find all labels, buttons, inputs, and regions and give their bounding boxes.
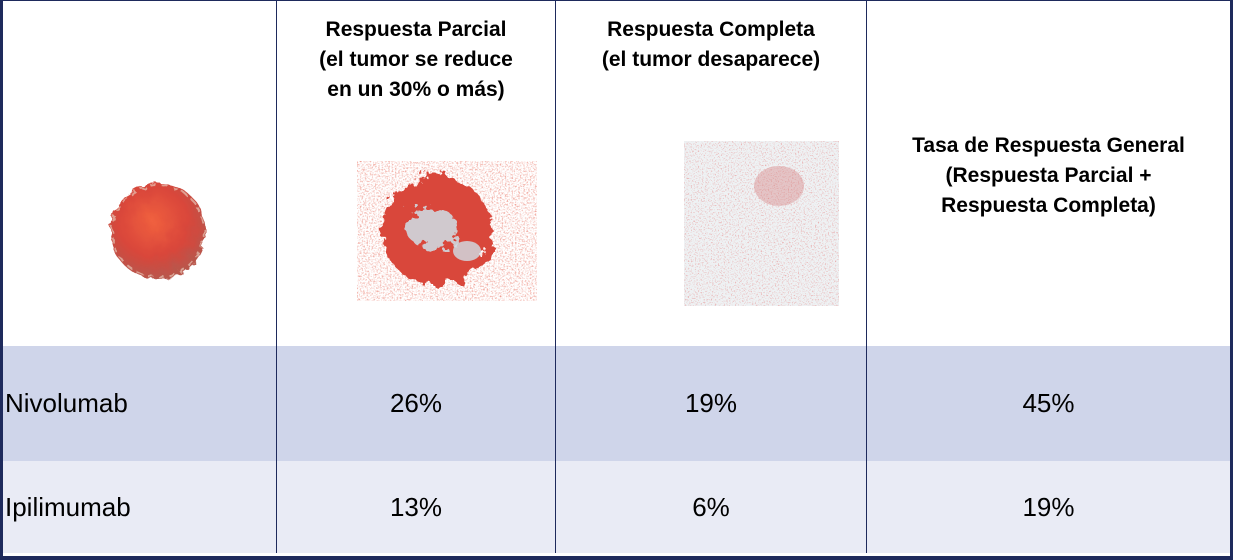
header-cell: Respuesta Completa (el tumor desaparece) — [556, 1, 867, 346]
response-table: Respuesta Parcial (el tumor se reduce en… — [0, 0, 1233, 560]
drug-name: Nivolumab — [3, 346, 277, 461]
value-cell: 19% — [556, 346, 867, 461]
header-line: Respuesta Completa — [556, 15, 866, 45]
column-header: Tasa de Respuesta General (Respuesta Par… — [867, 131, 1230, 221]
header-row: Respuesta Parcial (el tumor se reduce en… — [3, 1, 1230, 347]
value-cell: 13% — [277, 461, 556, 553]
value-cell: 19% — [867, 461, 1230, 553]
data-row: Ipilimumab 13% 6% 19% — [3, 461, 1230, 553]
column-header: Respuesta Parcial (el tumor se reduce en… — [277, 1, 555, 105]
header-cell — [3, 1, 277, 346]
header-line: (el tumor desaparece) — [556, 45, 866, 75]
value-cell: 45% — [867, 346, 1230, 461]
header-line: Respuesta Parcial — [277, 15, 555, 45]
header-line: Tasa de Respuesta General — [867, 131, 1230, 161]
tumor-image — [103, 161, 213, 301]
partial-response-image — [352, 156, 542, 306]
column-header: Respuesta Completa (el tumor desaparece) — [556, 1, 866, 75]
header-line: (Respuesta Parcial + — [867, 161, 1230, 191]
header-line: en un 30% o más) — [277, 75, 555, 105]
header-line: (el tumor se reduce — [277, 45, 555, 75]
value-cell: 6% — [556, 461, 867, 553]
header-line: Respuesta Completa) — [867, 191, 1230, 221]
value-cell: 26% — [277, 346, 556, 461]
header-cell: Tasa de Respuesta General (Respuesta Par… — [867, 1, 1230, 346]
drug-name: Ipilimumab — [3, 461, 277, 553]
data-row: Nivolumab 26% 19% 45% — [3, 346, 1230, 462]
header-cell: Respuesta Parcial (el tumor se reduce en… — [277, 1, 556, 346]
complete-response-image — [684, 141, 839, 306]
